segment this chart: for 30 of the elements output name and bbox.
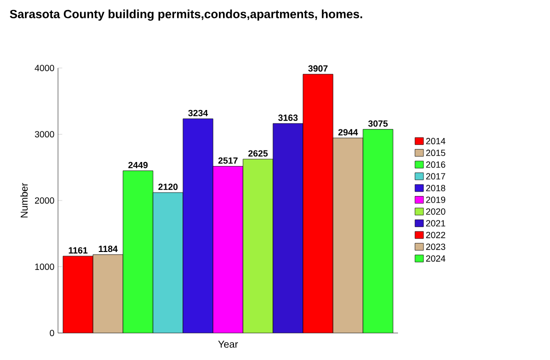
legend-label: 2019 [426, 196, 446, 203]
y-tick-label: 3000 [34, 131, 54, 138]
data-label: 2449 [128, 162, 148, 168]
y-axis-title: Number [20, 182, 28, 218]
legend-label: 2020 [426, 208, 446, 215]
legend-label: 2015 [426, 150, 446, 156]
legend-label: 2024 [426, 255, 446, 262]
y-tick-label: 0 [50, 330, 54, 336]
legend-label: 2016 [426, 161, 446, 168]
data-label: 2944 [338, 129, 358, 136]
data-label: 1161 [68, 247, 88, 254]
data-label: 3075 [368, 120, 388, 127]
chart-title: Sarasota County building permits,condos,apartments, homes. [10, 10, 362, 21]
y-tick-label: 2000 [34, 197, 54, 204]
y-tick-label: 1000 [35, 264, 54, 270]
legend-label: 2017 [426, 173, 446, 180]
data-label: 3234 [188, 110, 208, 116]
legend-label: 2023 [426, 244, 446, 250]
data-label: 2517 [218, 157, 238, 164]
legend-label: 2021 [426, 220, 446, 226]
data-label: 2120 [158, 184, 178, 190]
y-tick-label: 4000 [34, 64, 54, 72]
data-label: 2625 [248, 150, 268, 157]
x-axis-title: Year [218, 340, 238, 348]
legend-label: 2014 [426, 138, 446, 144]
data-label: 1184 [98, 246, 118, 252]
legend-label: 2022 [426, 232, 446, 238]
data-label: 3163 [278, 114, 298, 121]
data-label: 3907 [308, 65, 328, 72]
legend-label: 2018 [426, 184, 446, 192]
